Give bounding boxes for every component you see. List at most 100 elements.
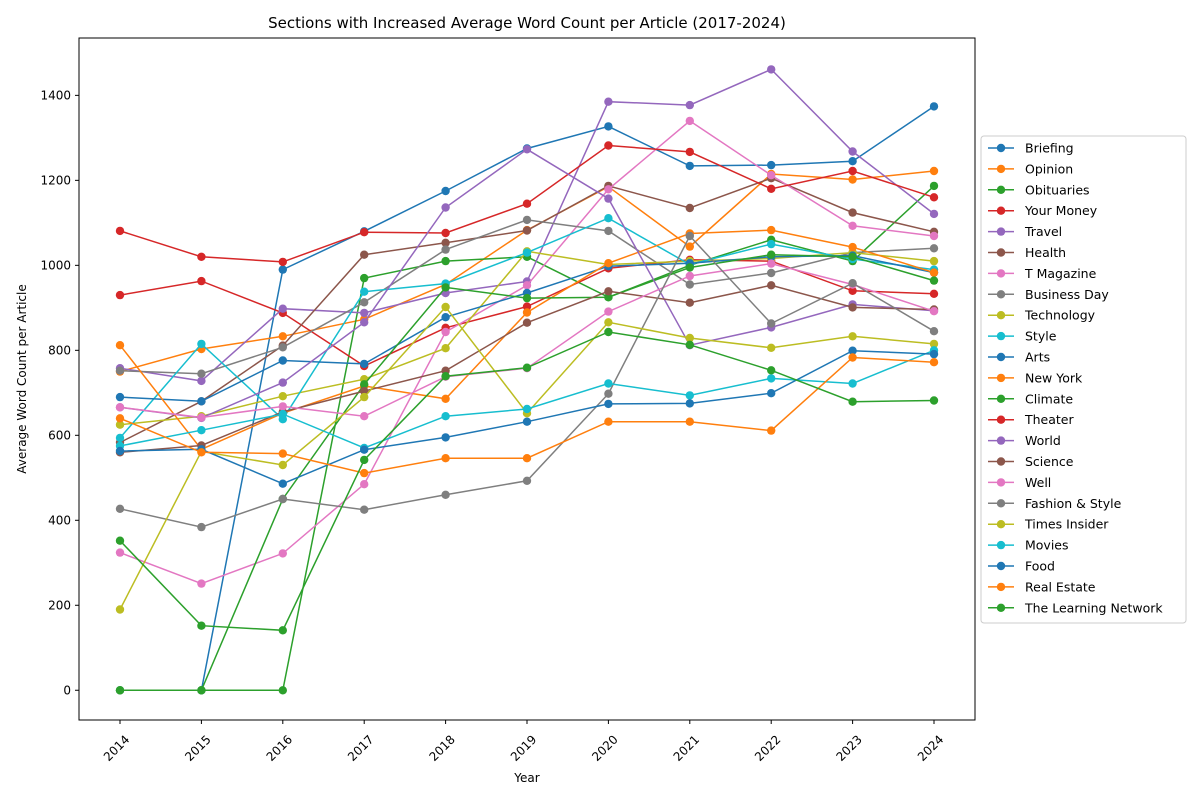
legend-label: Well [1025, 475, 1051, 490]
data-point [278, 265, 287, 274]
legend-label: Climate [1025, 391, 1073, 406]
x-tick-label: 2017 [345, 732, 376, 763]
data-point [929, 231, 939, 241]
data-point [604, 389, 613, 398]
data-point [848, 147, 857, 156]
data-point [197, 579, 206, 588]
data-point [848, 242, 857, 252]
data-point [767, 426, 776, 435]
legend-item: Health [988, 245, 1066, 260]
data-point [441, 433, 450, 442]
data-point [522, 215, 532, 225]
data-point [360, 412, 369, 421]
data-point [848, 346, 857, 355]
legend-marker-swatch [996, 290, 1006, 299]
data-point [441, 372, 450, 381]
data-point [604, 318, 613, 327]
data-point [197, 276, 206, 286]
x-tick-label: 2018 [426, 732, 457, 763]
legend-item: Technology [988, 308, 1096, 323]
data-point [929, 339, 939, 349]
data-point [278, 356, 287, 365]
data-point [197, 376, 206, 386]
data-point [115, 433, 125, 443]
legend-label: Fashion & Style [1025, 496, 1122, 511]
data-point [115, 392, 125, 402]
legend-label: Technology [1024, 308, 1096, 323]
legend-label: New York [1025, 370, 1083, 385]
legend-label: Health [1025, 245, 1066, 260]
data-point [278, 257, 287, 267]
data-point [522, 248, 532, 257]
data-point [848, 208, 857, 217]
x-tick-label: 2023 [833, 732, 864, 763]
data-point [767, 239, 776, 249]
data-point [767, 171, 776, 180]
legend-item: The Learning Network [988, 600, 1163, 615]
data-point [604, 307, 613, 316]
legend-item: Business Day [988, 287, 1109, 302]
legend-item: Arts [988, 350, 1050, 365]
data-point [360, 298, 369, 307]
data-point [685, 340, 694, 349]
series-line [119, 119, 935, 585]
y-tick-label: 1200 [40, 173, 71, 187]
data-point [197, 413, 206, 422]
legend-marker-swatch [996, 269, 1006, 278]
data-point [685, 271, 694, 281]
legend-item: Travel [988, 224, 1062, 239]
legend-item: Climate [988, 391, 1073, 406]
data-point [115, 446, 125, 456]
data-point [685, 147, 694, 157]
data-point [522, 318, 532, 327]
data-point [115, 420, 125, 429]
data-point [848, 397, 857, 406]
data-point [522, 404, 532, 414]
data-point [848, 353, 857, 362]
y-tick-label: 200 [48, 598, 71, 612]
legend-label: Real Estate [1025, 579, 1096, 594]
data-point [929, 396, 939, 405]
data-point [929, 276, 939, 285]
data-point [360, 250, 369, 259]
data-point [278, 460, 287, 470]
data-point [197, 426, 206, 435]
data-point [197, 448, 206, 457]
series-climate [115, 250, 939, 695]
legend-marker-swatch [996, 478, 1006, 487]
legend-marker-swatch [996, 582, 1006, 592]
data-point [767, 160, 776, 170]
data-point [522, 302, 532, 311]
legend-item: Science [988, 454, 1074, 469]
legend-label: T Magazine [1024, 266, 1097, 281]
data-point [767, 281, 776, 290]
legend-marker-swatch [996, 185, 1006, 194]
data-point [441, 327, 450, 337]
data-point [604, 97, 613, 106]
series-new-york [115, 225, 939, 454]
data-point [115, 403, 125, 412]
data-point [604, 214, 613, 223]
data-point [278, 343, 287, 352]
data-point [360, 318, 369, 327]
legend-marker-swatch [996, 540, 1006, 550]
data-point [115, 226, 125, 236]
data-point [685, 417, 694, 426]
data-point [278, 626, 287, 635]
data-point [522, 281, 532, 290]
data-point [685, 399, 694, 408]
data-point [115, 548, 125, 557]
data-point [685, 391, 694, 400]
data-point [767, 343, 776, 352]
legend-item: World [988, 433, 1061, 448]
legend-label: Science [1025, 454, 1074, 469]
legend-marker-swatch [996, 457, 1006, 466]
y-tick-label: 800 [48, 343, 71, 357]
data-point [360, 505, 369, 514]
data-point [604, 327, 613, 337]
data-point [441, 313, 450, 322]
legend-marker-swatch [996, 415, 1006, 424]
legend-item: Real Estate [988, 579, 1096, 594]
y-tick-label: 0 [63, 683, 71, 697]
data-point [848, 279, 857, 288]
